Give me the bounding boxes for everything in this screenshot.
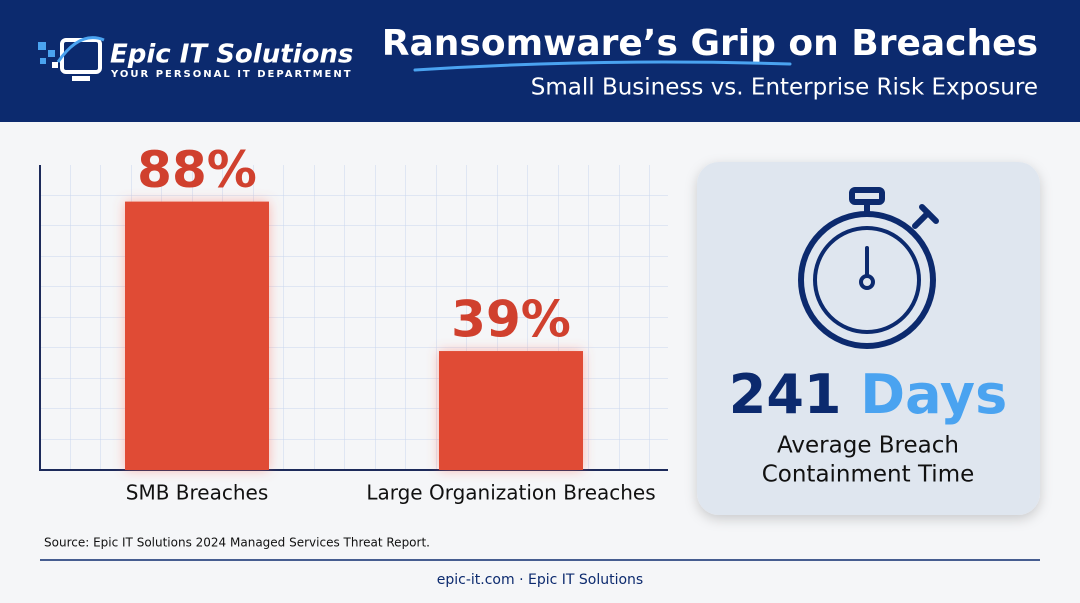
stat-unit: Days [860,363,1007,426]
logo-icon [38,36,105,81]
stat-caption: Average Breach [777,433,959,459]
subtitle: Small Business vs. Enterprise Risk Expos… [531,75,1038,101]
bar [439,351,583,470]
title: Ransomware’s Grip on Breaches [382,23,1038,64]
stat-value: 241 Days [729,363,1008,426]
brand: Epic IT Solutions [110,40,353,70]
stat-number: 241 [729,363,842,426]
source: Source: Epic IT Solutions 2024 Managed S… [44,536,430,550]
value-label: 88% [137,141,257,199]
category-label: Large Organization Breaches [366,481,655,505]
header-bar [0,0,1080,122]
footer: epic-it.com · Epic IT Solutions [437,572,643,588]
title-underline [413,60,792,72]
bar [125,201,269,470]
stopwatch-icon [798,187,939,349]
stat-caption: Containment Time [762,462,975,488]
tagline: YOUR PERSONAL IT DEPARTMENT [110,69,353,80]
category-label: SMB Breaches [126,481,269,505]
stat-card [697,162,1040,515]
value-label: 39% [451,291,571,349]
